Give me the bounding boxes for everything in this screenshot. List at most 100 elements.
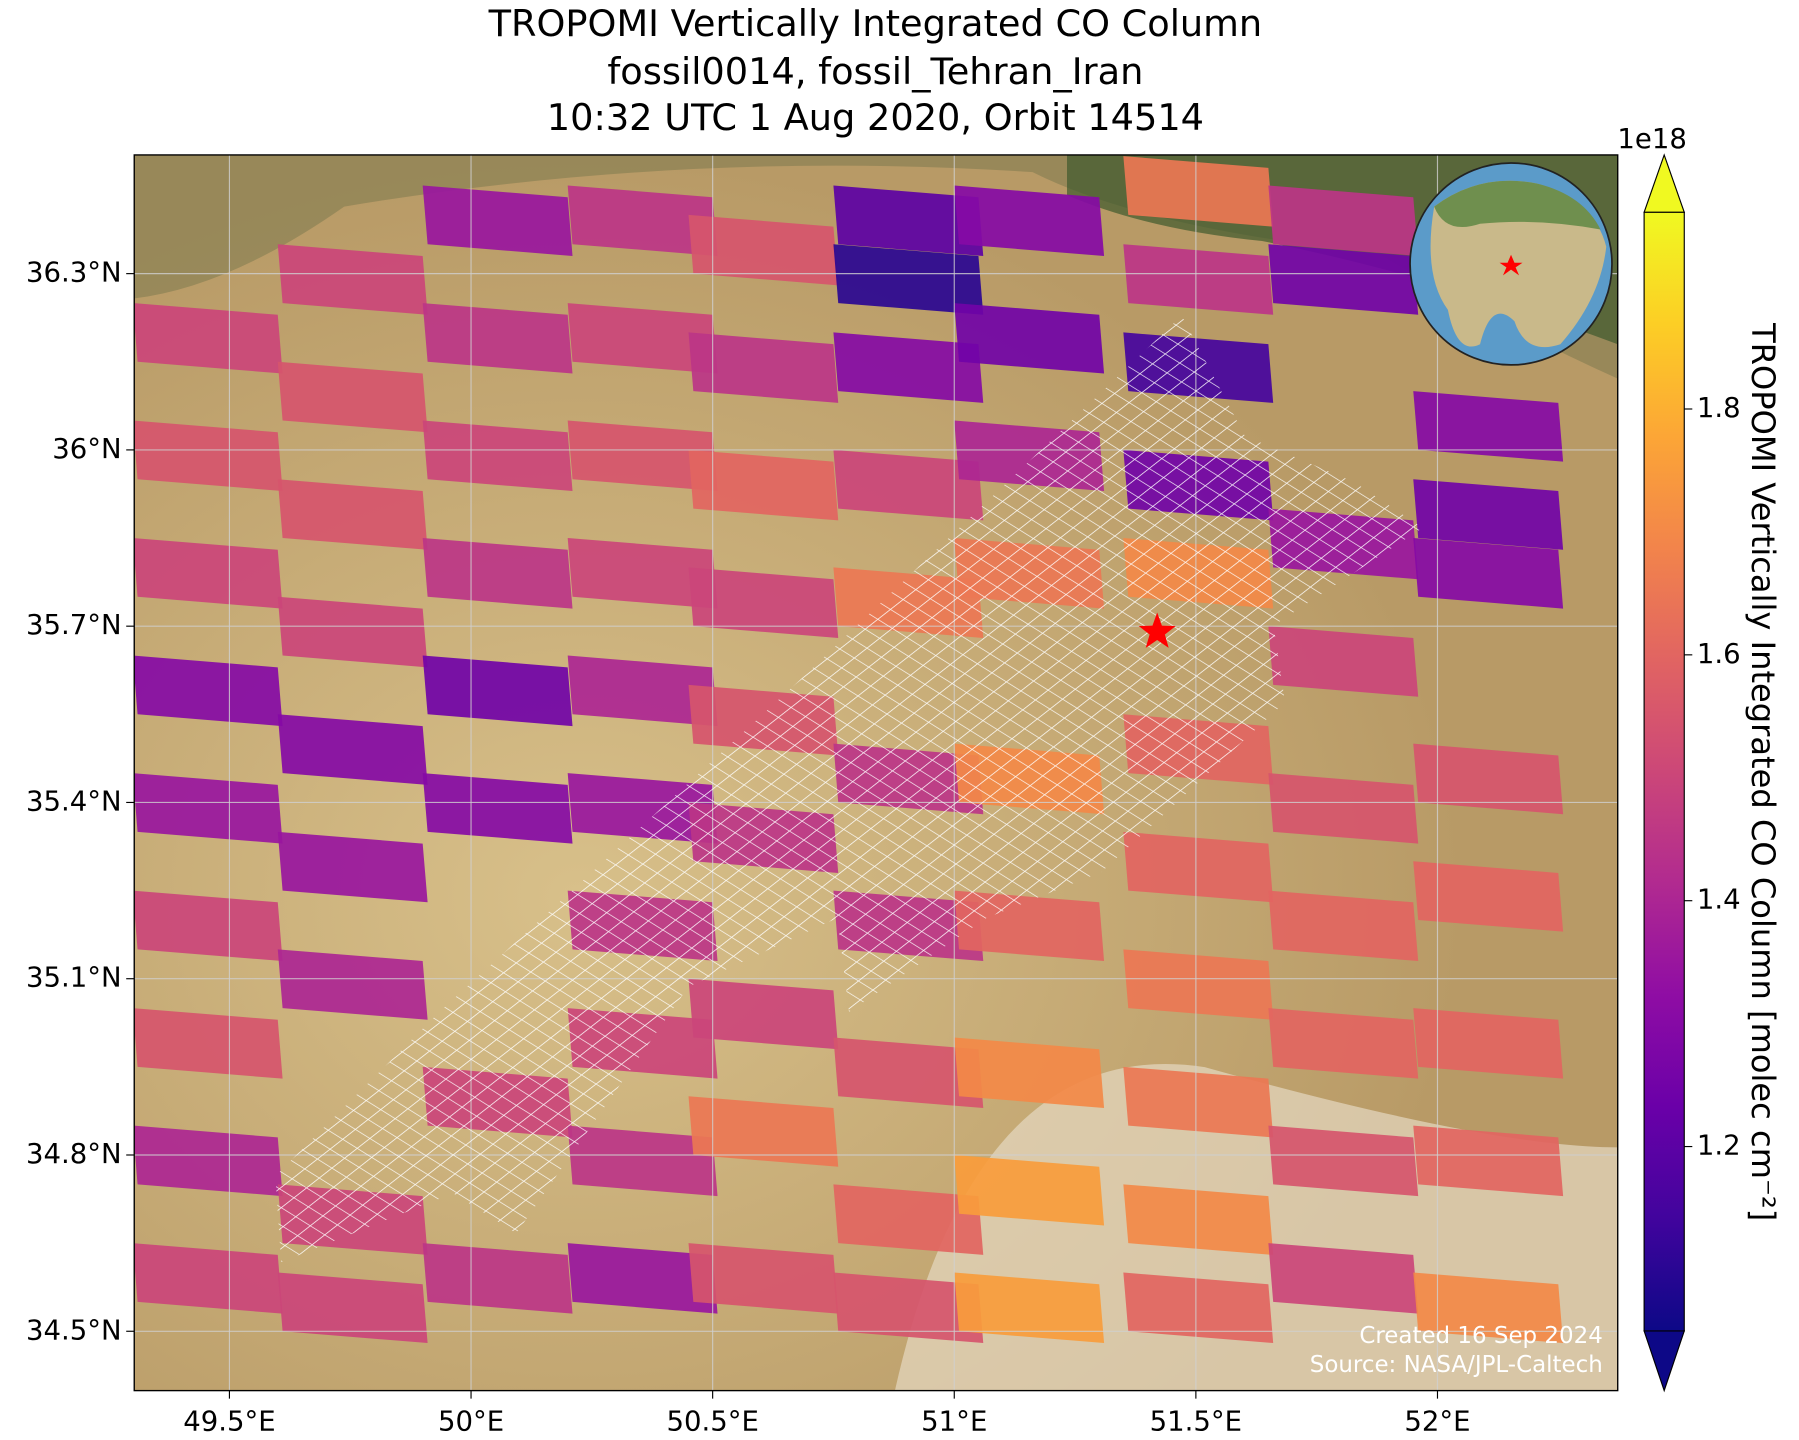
pixel <box>1123 831 1274 903</box>
pixel <box>1413 1008 1564 1079</box>
pixel <box>954 1272 1105 1343</box>
globe-land <box>1434 180 1601 230</box>
pixel <box>1268 1008 1419 1079</box>
title-line: fossil0014, fossil_Tehran_Iran <box>607 50 1143 93</box>
pixel <box>1123 1184 1274 1255</box>
y-tick-label: 35.4°N <box>26 785 122 817</box>
y-tick-label: 35.1°N <box>26 962 122 994</box>
x-tick-label: 52°E <box>1404 1406 1470 1438</box>
colorbar-extend <box>1643 153 1686 213</box>
pixel <box>1268 1243 1419 1314</box>
pixel <box>277 949 428 1020</box>
colorbar-tick-label: 1.2 <box>1697 1130 1741 1162</box>
pixel <box>277 361 428 433</box>
pixel <box>134 420 283 491</box>
axes: 49.5°E 50°E 50.5°E 51°E 51.5°E 52°E 34.5°N 34.8… <box>26 257 1471 1438</box>
x-tick-label: 49.5°E <box>183 1406 275 1438</box>
x-tick-label: 51°E <box>921 1406 987 1438</box>
colorbar-offset: 1e18 <box>1617 123 1686 155</box>
pixel <box>1268 244 1419 315</box>
pixel <box>1123 244 1274 315</box>
pixel <box>567 185 718 257</box>
y-tick-label: 36.3°N <box>26 257 122 289</box>
pixel <box>688 332 839 403</box>
colorbar-tick-label: 1.4 <box>1697 884 1741 916</box>
pixel <box>422 303 573 374</box>
pixel <box>1413 1125 1564 1197</box>
pixel <box>688 214 839 286</box>
y-tick-label: 36°N <box>52 433 121 465</box>
pixel <box>688 449 839 521</box>
pixel <box>1123 1066 1274 1138</box>
pixel <box>277 1272 428 1343</box>
colorbar-tick-label: 1.8 <box>1697 392 1741 424</box>
pixel <box>1123 1272 1274 1343</box>
pixel <box>688 1096 839 1167</box>
pixel <box>1268 890 1419 962</box>
globe-marker <box>1499 254 1523 276</box>
pixel <box>422 185 573 257</box>
pixel <box>277 479 428 550</box>
y-tick-label: 34.8°N <box>26 1138 122 1170</box>
map-area: Created 16 Sep 2024 Source: NASA/JPL-Cal… <box>134 154 1618 1391</box>
colorbar-body <box>1643 211 1685 1332</box>
pixel <box>954 1154 1105 1226</box>
pixel <box>833 1184 984 1255</box>
pixel <box>277 714 428 785</box>
pixel <box>1413 391 1564 462</box>
pixel <box>688 1243 839 1314</box>
pixel <box>134 890 283 962</box>
pixel <box>277 244 428 315</box>
title-line: TROPOMI Vertically Integrated CO Column <box>488 2 1263 45</box>
pixel <box>1268 1125 1419 1197</box>
pixel <box>1123 156 1274 227</box>
pixel <box>833 332 984 403</box>
colorbar-tick-label: 1.6 <box>1697 638 1741 670</box>
pixel <box>134 303 283 374</box>
pixel <box>1268 626 1419 697</box>
pixel <box>422 1243 573 1314</box>
pixel <box>134 538 283 609</box>
pixel <box>1268 773 1419 844</box>
pixel <box>134 1125 283 1197</box>
title: TROPOMI Vertically Integrated CO Column … <box>488 2 1263 139</box>
pixel <box>1413 1272 1564 1343</box>
pixel <box>833 449 984 521</box>
footprint-mesh <box>275 315 1423 1263</box>
pixel <box>134 655 283 727</box>
pixel <box>567 420 718 491</box>
pixel <box>277 831 428 903</box>
colorbar-extend <box>1643 1330 1686 1393</box>
title-line: 10:32 UTC 1 Aug 2020, Orbit 14514 <box>547 96 1204 139</box>
pixel <box>954 1037 1105 1109</box>
x-tick-label: 50°E <box>438 1406 504 1438</box>
pixel <box>688 978 839 1050</box>
pixel <box>833 1037 984 1109</box>
pixel <box>1413 861 1564 932</box>
pixel <box>1268 185 1419 257</box>
pixel <box>1123 949 1274 1020</box>
y-tick-label: 34.5°N <box>26 1314 122 1346</box>
pixel <box>422 420 573 491</box>
x-tick-label: 51.5°E <box>1150 1406 1242 1438</box>
pixel <box>1413 743 1564 815</box>
colorbar-label: TROPOMI Vertically Integrated CO Column … <box>1744 322 1782 1221</box>
annotation: Source: NASA/JPL-Caltech <box>1310 1352 1603 1378</box>
pixel <box>567 303 718 374</box>
map-frame <box>133 154 1619 1392</box>
globe-inset <box>1409 162 1613 366</box>
mesh <box>275 315 1423 1263</box>
site-marker <box>1138 612 1176 648</box>
pixel <box>567 1243 718 1314</box>
x-tick-label: 50.5°E <box>666 1406 758 1438</box>
pixel <box>134 773 283 844</box>
pixel <box>134 1243 283 1314</box>
pixel <box>277 596 428 668</box>
pixel <box>422 655 573 727</box>
pixel <box>567 1125 718 1197</box>
pixel <box>833 244 984 315</box>
colorbar: 1.2 1.4 1.6 1.8 <box>1643 153 1741 1393</box>
pixel <box>1413 538 1564 609</box>
pixel <box>134 1008 283 1079</box>
